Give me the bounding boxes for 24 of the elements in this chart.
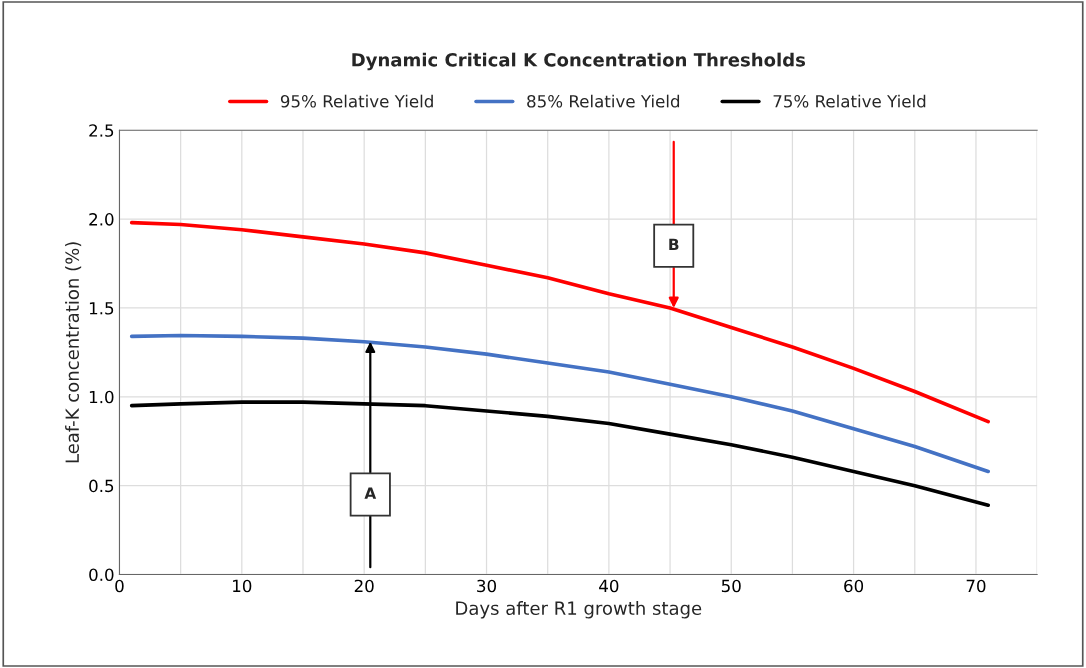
x-tick-label: 60 — [844, 579, 864, 593]
annotation: A — [364, 487, 377, 499]
line-series — [129, 220, 990, 424]
annotation: B — [669, 238, 679, 250]
x-tick-label: 0 — [115, 579, 124, 593]
x-tick-label: 50 — [721, 579, 741, 593]
x-tick-label: 70 — [966, 579, 986, 593]
x-tick-label: 40 — [599, 579, 619, 593]
x-tick-label: 20 — [354, 579, 374, 593]
y-tick-label: 1.5 — [89, 302, 114, 315]
x-axis-title: Days after R1 growth stage — [456, 601, 702, 619]
y-tick-label: 0.0 — [89, 568, 114, 582]
y-axis-title: Leaf-K concentration (%) — [65, 242, 82, 463]
y-tick-label: 0.5 — [89, 479, 114, 493]
y-tick-label: 2.5 — [89, 124, 114, 137]
y-tick-label: 1.0 — [89, 390, 114, 404]
legend-label: 85% Relative Yield — [527, 94, 680, 108]
x-tick-label: 10 — [233, 579, 252, 593]
line-series — [129, 333, 990, 474]
legend-label: 95% Relative Yield — [280, 94, 433, 108]
chart-title: Dynamic Critical K Concentration Thresholds — [352, 52, 806, 71]
y-tick-label: 2.0 — [89, 213, 114, 226]
x-tick-label: 30 — [477, 579, 497, 593]
legend-label: 75% Relative Yield — [773, 94, 926, 108]
